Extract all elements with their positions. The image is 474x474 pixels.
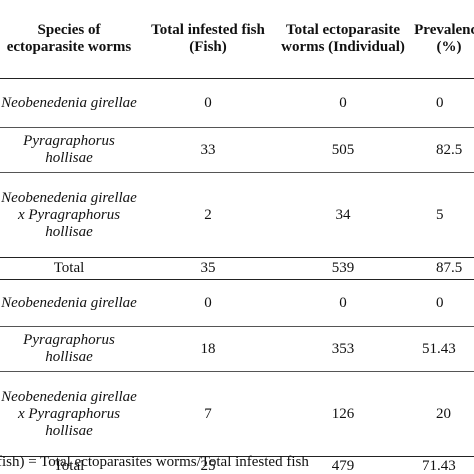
species-cell: Neobenedenia girellae x Pyragraphorus ho… bbox=[0, 172, 138, 258]
infested-cell: 0 bbox=[204, 94, 212, 111]
prevalence-cell: 0 bbox=[436, 94, 444, 111]
species-cell: Pyragraphorus hollisae bbox=[0, 127, 138, 173]
header-total-worms: Total ectoparasite worms (Individual) bbox=[278, 0, 408, 79]
total-prevalence: 87.5 bbox=[408, 257, 474, 280]
infested-cell: 0 bbox=[204, 294, 212, 311]
header-prevalence: Prevalence (%) bbox=[408, 0, 474, 79]
worms-cell: 126 bbox=[278, 371, 408, 457]
header-row: Species of ectoparasite worms Total infe… bbox=[0, 0, 474, 79]
infested-cell: 18 bbox=[138, 326, 278, 372]
table-footnote: (fish) = Total ectoparasites worms/Total… bbox=[0, 454, 309, 470]
prevalence-cell: 51.43 bbox=[408, 326, 474, 372]
total-prevalence: 71.43 bbox=[408, 456, 474, 474]
prevalence-cell: 5 bbox=[408, 172, 474, 258]
total-worms: 479 bbox=[278, 456, 408, 474]
table-row: Pyragraphorus hollisae 18 353 51.43 bbox=[0, 326, 474, 372]
prevalence-cell: 82.5 bbox=[408, 127, 474, 173]
total-label: Total bbox=[0, 456, 138, 474]
worms-cell: 0 bbox=[339, 94, 347, 111]
species-cell: Neobenedenia girellae bbox=[1, 94, 137, 111]
total-worms: 539 bbox=[278, 257, 408, 280]
species-cell: Pyragraphorus hollisae bbox=[0, 326, 138, 372]
header-infested-fish: Total infested fish (Fish) bbox=[138, 0, 278, 79]
worms-cell: 34 bbox=[278, 172, 408, 258]
species-cell: Neobenedenia girellae x Pyragraphorus ho… bbox=[0, 371, 138, 457]
table-row: Neobenedenia girellae 0 0 0 bbox=[0, 79, 474, 128]
worms-cell: 505 bbox=[278, 127, 408, 173]
total-label: Total bbox=[0, 257, 138, 280]
total-infested: 35 bbox=[138, 257, 278, 280]
header-species: Species of ectoparasite worms bbox=[0, 0, 138, 79]
species-cell: Neobenedenia girellae bbox=[1, 294, 137, 311]
prevalence-cell: 20 bbox=[408, 371, 474, 457]
table-row: Pyragraphorus hollisae 33 505 82.5 bbox=[0, 127, 474, 173]
worms-cell: 353 bbox=[278, 326, 408, 372]
worms-cell: 0 bbox=[339, 294, 347, 311]
total-row: Total 35 539 87.5 bbox=[0, 257, 474, 280]
table-row: Neobenedenia girellae x Pyragraphorus ho… bbox=[0, 172, 474, 258]
infested-cell: 33 bbox=[138, 127, 278, 173]
infested-cell: 7 bbox=[138, 371, 278, 457]
total-infested: 25 bbox=[138, 456, 278, 474]
infested-cell: 2 bbox=[138, 172, 278, 258]
table-row: Neobenedenia girellae x Pyragraphorus ho… bbox=[0, 371, 474, 457]
total-row: Total 25 479 71.43 bbox=[0, 456, 474, 474]
table-row: Neobenedenia girellae 0 0 0 bbox=[0, 280, 474, 327]
prevalence-cell: 0 bbox=[436, 294, 444, 311]
